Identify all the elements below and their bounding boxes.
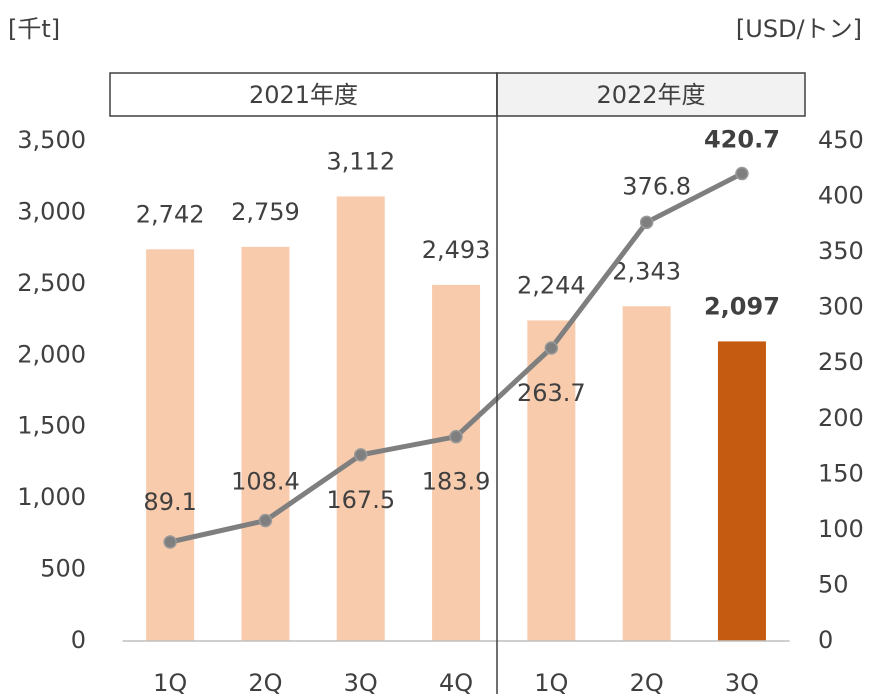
bar-value-label: 2,759 bbox=[231, 198, 300, 226]
line-value-label: 183.9 bbox=[422, 468, 491, 496]
line-marker bbox=[639, 215, 654, 230]
y2-tick-label: 0 bbox=[818, 626, 833, 654]
y-tick-label: 2,500 bbox=[17, 269, 86, 297]
y2-tick-label: 350 bbox=[818, 237, 864, 265]
y2-tick-label: 450 bbox=[818, 126, 864, 154]
bar bbox=[432, 284, 481, 641]
bar-value-label: 2,493 bbox=[422, 236, 491, 264]
line-marker bbox=[354, 448, 368, 462]
line-marker bbox=[544, 341, 559, 355]
bar bbox=[527, 320, 576, 641]
bar bbox=[146, 249, 195, 642]
bar-value-label: 2,343 bbox=[612, 257, 681, 285]
x-tick-label: 3Q bbox=[725, 669, 759, 694]
line-marker bbox=[735, 166, 749, 181]
x-tick-label: 3Q bbox=[344, 669, 378, 694]
bar bbox=[717, 341, 766, 641]
line-value-label: 263.7 bbox=[517, 379, 586, 407]
y-tick-label: 1,000 bbox=[17, 483, 86, 511]
group-label: 2022年度 bbox=[596, 81, 705, 109]
y-tick-label: 500 bbox=[40, 555, 86, 583]
line-marker bbox=[258, 513, 273, 528]
line-marker bbox=[163, 535, 177, 549]
line-value-label: 167.5 bbox=[326, 486, 395, 514]
y2-tick-label: 50 bbox=[818, 570, 849, 598]
y2-tick-label: 100 bbox=[818, 515, 864, 543]
y-tick-label: 2,000 bbox=[17, 340, 86, 368]
group-label: 2021年度 bbox=[249, 81, 358, 109]
y2-unit: [USD/トン] bbox=[736, 15, 862, 43]
x-tick-label: 2Q bbox=[630, 669, 664, 694]
line-value-label: 376.8 bbox=[622, 172, 691, 200]
y-unit: [千t] bbox=[8, 15, 60, 43]
bar bbox=[336, 196, 385, 641]
bar-value-label: 2,244 bbox=[517, 271, 586, 299]
line-marker bbox=[449, 429, 463, 444]
y2-tick-label: 200 bbox=[818, 404, 864, 432]
y2-tick-label: 400 bbox=[818, 182, 864, 210]
y-tick-label: 3,500 bbox=[17, 126, 86, 154]
bar bbox=[622, 306, 671, 641]
line-value-label: 89.1 bbox=[143, 488, 196, 516]
y-tick-label: 1,500 bbox=[17, 412, 86, 440]
y2-tick-label: 250 bbox=[818, 348, 864, 376]
group-header bbox=[109, 72, 498, 117]
x-tick-label: 1Q bbox=[534, 669, 568, 694]
bar-value-label: 3,112 bbox=[326, 147, 395, 175]
bar-value-label: 2,097 bbox=[704, 292, 780, 320]
y2-tick-label: 150 bbox=[818, 459, 864, 487]
bar bbox=[241, 246, 290, 641]
y-tick-label: 0 bbox=[71, 626, 86, 654]
x-tick-label: 4Q bbox=[439, 669, 473, 694]
bar-value-label: 2,742 bbox=[136, 200, 205, 228]
y-tick-label: 3,000 bbox=[17, 197, 86, 225]
line-value-label: 420.7 bbox=[704, 126, 780, 154]
line-value-label: 108.4 bbox=[231, 468, 300, 496]
x-tick-label: 1Q bbox=[153, 669, 187, 694]
x-tick-label: 2Q bbox=[248, 669, 282, 694]
group-header bbox=[496, 72, 806, 117]
y2-tick-label: 300 bbox=[818, 293, 864, 321]
